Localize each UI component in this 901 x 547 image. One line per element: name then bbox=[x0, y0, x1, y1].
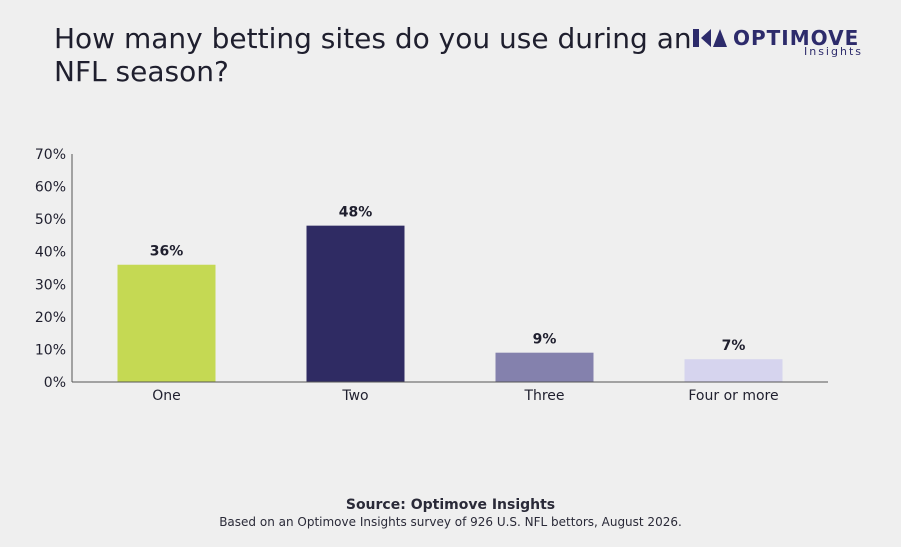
y-tick-label: 70% bbox=[35, 147, 66, 163]
y-tick-label: 20% bbox=[35, 310, 66, 326]
x-tick-label: Two bbox=[341, 388, 368, 404]
y-tick-label: 60% bbox=[35, 180, 66, 196]
data-label: 9% bbox=[533, 332, 557, 348]
y-tick-label: 40% bbox=[35, 245, 66, 261]
x-axis-labels: One Two Three Four or more bbox=[152, 388, 778, 404]
bar bbox=[684, 359, 783, 382]
x-tick-label: Three bbox=[523, 388, 564, 404]
brand-name: OPTIMOVE bbox=[733, 26, 860, 50]
y-tick-label: 30% bbox=[35, 277, 66, 293]
bar bbox=[306, 225, 405, 382]
source-line: Source: Optimove Insights bbox=[345, 497, 556, 513]
bars-group: 36% 48% 9% 7% bbox=[117, 205, 783, 382]
brand-subtitle: Insights bbox=[803, 45, 863, 58]
x-tick-label: Four or more bbox=[688, 388, 778, 404]
brand-logo-block: OPTIMOVE Insights bbox=[693, 27, 863, 61]
y-tick-label: 10% bbox=[35, 342, 66, 358]
y-axis-ticks: 0% 10% 20% 30% 40% 50% 60% 70% bbox=[35, 147, 66, 391]
y-tick-label: 0% bbox=[44, 375, 66, 391]
bar bbox=[117, 264, 216, 382]
optimove-logo-icon bbox=[693, 29, 727, 47]
data-label: 7% bbox=[722, 338, 746, 354]
x-tick-label: One bbox=[152, 388, 181, 404]
data-label: 36% bbox=[150, 244, 184, 260]
survey-note: Based on an Optimove Insights survey of … bbox=[219, 515, 682, 529]
bar bbox=[495, 352, 594, 382]
y-tick-label: 50% bbox=[35, 212, 66, 228]
chart-title: How many betting sites do you use during… bbox=[54, 22, 692, 88]
data-label: 48% bbox=[339, 205, 373, 221]
